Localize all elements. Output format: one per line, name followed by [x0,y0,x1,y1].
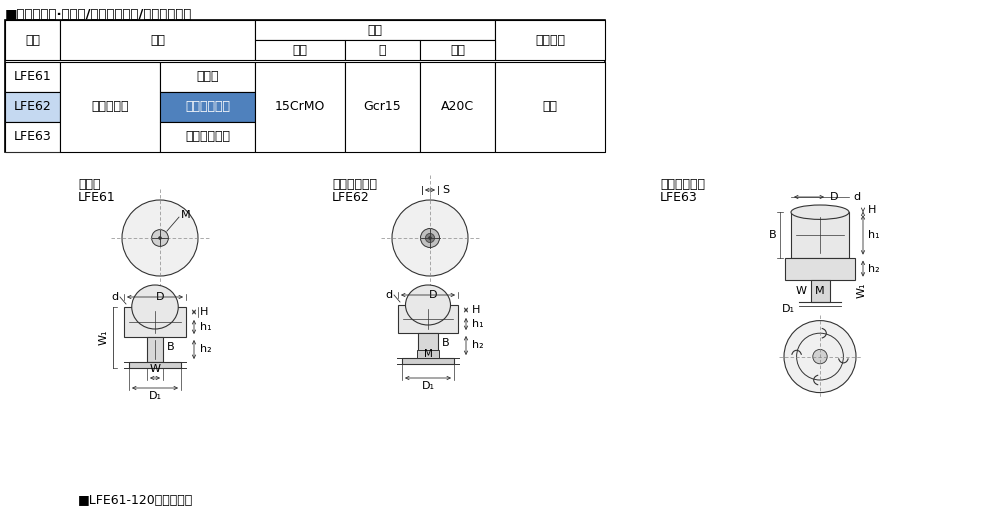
Text: Gcr15: Gcr15 [364,101,402,113]
Text: h₂: h₂ [868,264,880,274]
Text: D: D [429,290,437,300]
Text: 15CrMO: 15CrMO [275,101,325,113]
Text: 标准型: 标准型 [78,178,100,191]
Text: 代码: 代码 [25,33,40,46]
Text: M: M [815,286,824,295]
Circle shape [159,236,162,240]
Text: D: D [829,192,838,202]
Text: W: W [150,364,161,374]
Text: 镀镍: 镀镍 [543,101,558,113]
Bar [5,62,60,92]
Text: LFE61: LFE61 [14,70,52,84]
Text: A20C: A20C [440,101,474,113]
Text: M: M [424,349,433,359]
Text: 垃圾孔排出型: 垃圾孔排出型 [332,178,377,191]
Text: 主体: 主体 [293,43,308,56]
Bar [417,350,439,358]
Bar [810,280,829,302]
Text: d: d [853,192,860,202]
Text: H: H [200,307,208,317]
Text: 球: 球 [379,43,386,56]
Text: ■螺杆切削式·标准型/垃圾孔排出型/垃圾槽排出型: ■螺杆切削式·标准型/垃圾孔排出型/垃圾槽排出型 [5,8,192,21]
Text: 垃圾孔排出型: 垃圾孔排出型 [185,101,230,113]
Circle shape [122,200,198,276]
Bar [495,20,605,60]
Text: h₂: h₂ [200,345,211,354]
Bar [255,40,345,60]
Text: h₁: h₁ [472,319,484,329]
Text: B: B [770,230,777,240]
Bar [5,20,60,60]
Text: h₁: h₁ [868,230,880,240]
Bar [160,62,255,92]
Text: D₁: D₁ [149,391,162,401]
Circle shape [784,321,856,393]
Text: H: H [472,305,480,315]
Text: 材质: 材质 [367,23,383,37]
Bar [345,40,420,60]
Ellipse shape [406,285,450,325]
Text: LFE62: LFE62 [14,101,52,113]
Bar [5,92,60,122]
Text: h₁: h₁ [200,322,211,332]
Bar [398,305,458,333]
Bar [160,92,255,122]
Bar [124,307,186,337]
Circle shape [152,230,169,246]
Text: LFE63: LFE63 [660,191,697,204]
Circle shape [812,349,827,364]
Text: 垃圾槽排出型: 垃圾槽排出型 [185,130,230,144]
Bar [418,333,438,358]
Text: B: B [442,338,449,348]
Text: LFE63: LFE63 [14,130,52,144]
Bar [5,20,605,152]
Text: 封盖: 封盖 [450,43,465,56]
Bar [5,122,60,152]
Text: 类型: 类型 [150,33,165,46]
Bar [420,40,495,60]
Circle shape [426,233,434,243]
Text: D: D [156,292,165,302]
Bar [785,257,855,280]
Circle shape [421,229,439,247]
Text: LFE62: LFE62 [332,191,370,204]
Text: D₁: D₁ [782,304,795,314]
Bar [495,62,605,152]
Bar [345,62,420,152]
Bar [60,62,160,152]
Text: H: H [868,205,876,216]
Text: M: M [181,210,190,220]
Text: B: B [167,342,175,352]
Bar [129,362,181,368]
Bar [420,62,495,152]
Text: W: W [796,286,806,295]
Bar [402,358,454,364]
Text: 垃圾槽排出型: 垃圾槽排出型 [660,178,705,191]
Bar [255,20,495,40]
Bar [60,20,255,60]
Ellipse shape [132,285,179,329]
Text: S: S [442,185,449,195]
Bar [147,337,163,362]
Circle shape [392,200,468,276]
Bar [160,122,255,152]
Text: 表面处理: 表面处理 [535,33,565,46]
Text: W₁: W₁ [99,330,109,345]
Text: LFE61: LFE61 [78,191,116,204]
Text: W₁: W₁ [857,283,867,299]
Circle shape [429,236,432,240]
Text: 标准型: 标准型 [196,70,219,84]
Text: d: d [385,290,392,300]
Ellipse shape [791,205,849,219]
Text: d: d [111,292,118,302]
Text: D₁: D₁ [422,381,434,391]
Bar [791,212,849,257]
Text: ■LFE61-120无一字槽。: ■LFE61-120无一字槽。 [78,493,193,506]
Text: h₂: h₂ [472,340,484,350]
Text: 螺杆切削式: 螺杆切削式 [91,101,129,113]
Bar [255,62,345,152]
